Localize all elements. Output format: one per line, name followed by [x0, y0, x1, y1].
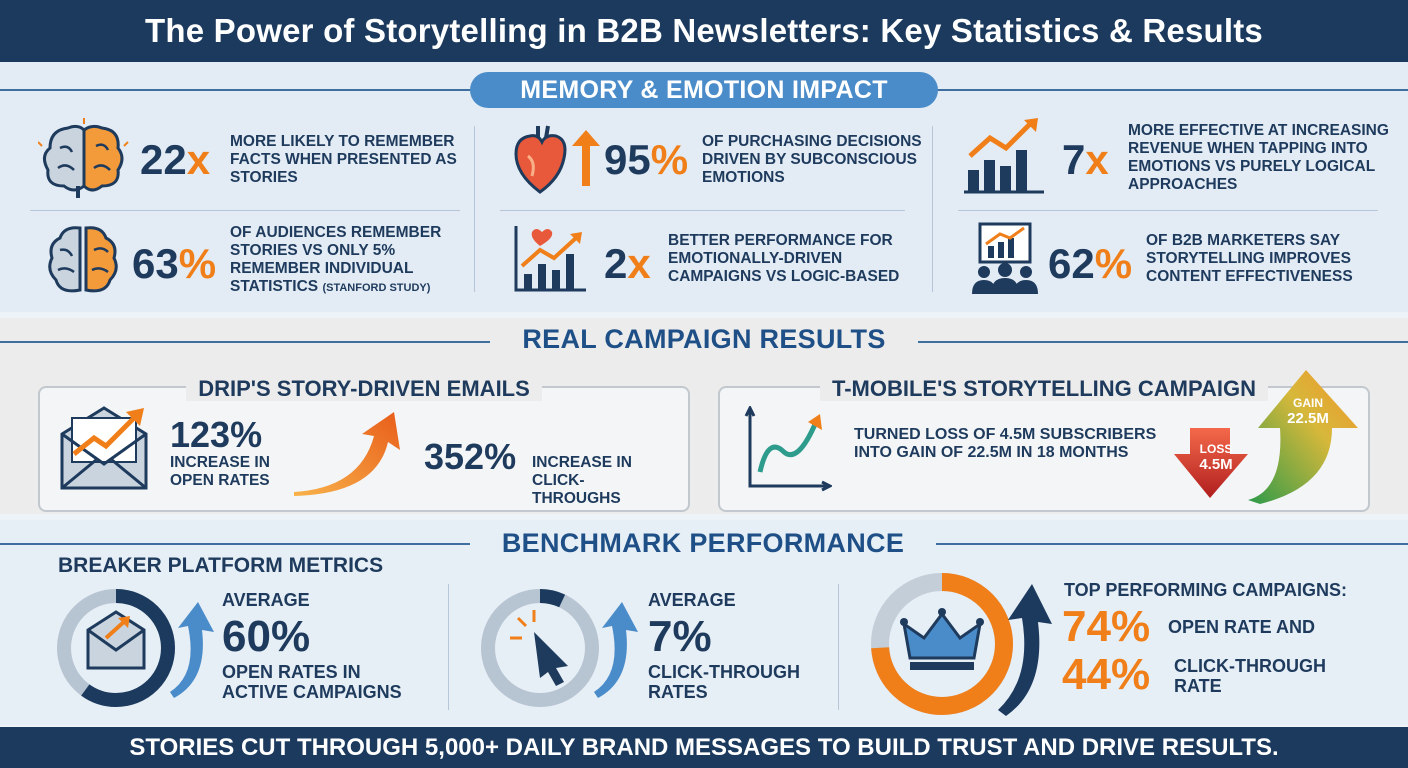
open-rate-ring [57, 589, 214, 707]
benchmark-heading: BENCHMARK PERFORMANCE [501, 528, 905, 558]
stat-unit: % [178, 240, 217, 287]
tmobile-card [718, 386, 1370, 512]
drip-open-value: 123% [170, 414, 263, 455]
drip-click-caption: INCREASE IN CLICK-THROUGHS [532, 454, 632, 507]
click-rate-caption: CLICK-THROUGH RATES [648, 662, 800, 702]
tmobile-caption: TURNED LOSS OF 4.5M SUBSCRIBERS INTO GAI… [854, 426, 1157, 461]
tmobile-title: T-MOBILE'S STORYTELLING CAMPAIGN [819, 376, 1269, 401]
section-rule [936, 543, 1408, 545]
loss-gain-arrows-icon [1174, 370, 1358, 504]
row-divider [30, 210, 460, 211]
click-rate-ring [481, 589, 638, 707]
brain-icon [38, 118, 129, 198]
open-rate-value: 60% [222, 612, 311, 661]
stat-value: 7 [1062, 136, 1086, 183]
top-campaigns-ring [871, 573, 1052, 716]
brain-halves-icon [48, 226, 118, 293]
drip-open-caption: INCREASE IN OPEN RATES [170, 454, 270, 489]
memory-heading: MEMORY & EMOTION IMPACT [470, 72, 938, 108]
click-average-label: AVERAGE [648, 590, 736, 610]
stat-caption: MORE LIKELY TO REMEMBER FACTS WHEN PRESE… [230, 133, 457, 186]
line-chart-icon [744, 406, 832, 492]
section-rule [918, 341, 1408, 343]
bar-chart-icon [964, 118, 1044, 194]
audience-icon [972, 222, 1038, 294]
stat-unit: % [650, 136, 689, 183]
stat-unit: x [186, 136, 211, 183]
open-rate-caption: OPEN RATES IN ACTIVE CAMPAIGNS [222, 662, 402, 702]
stat-value: 22 [140, 136, 187, 183]
top-open-value: 74% [1062, 602, 1151, 651]
heart-chart-icon [514, 226, 586, 292]
benchmark-section [0, 520, 1408, 725]
row-divider [958, 210, 1378, 211]
stat-caption: BETTER PERFORMANCE FOR EMOTIONALLY-DRIVE… [668, 232, 900, 285]
page-title: The Power of Storytelling in B2B Newslet… [0, 0, 1408, 62]
stat-note: (STANFORD STUDY) [322, 282, 431, 294]
top-click-value: 44% [1062, 650, 1151, 699]
column-divider [448, 584, 449, 710]
section-rule [0, 543, 470, 545]
stat-unit: % [1094, 240, 1133, 287]
stat-value: 95 [604, 136, 651, 183]
section-rule [0, 341, 490, 343]
click-rate-value: 7% [648, 612, 712, 661]
campaigns-heading: REAL CAMPAIGN RESULTS [522, 324, 886, 354]
row-divider [500, 210, 905, 211]
stat-value: 63 [132, 240, 179, 287]
drip-click-value: 352% [424, 436, 517, 477]
gain-label: GAIN [1293, 396, 1323, 410]
gain-value: 22.5M [1287, 410, 1329, 427]
column-divider [838, 584, 839, 710]
drip-title: DRIP'S STORY-DRIVEN EMAILS [186, 376, 542, 401]
stat-caption: OF B2B MARKETERS SAY STORYTELLING IMPROV… [1146, 232, 1353, 285]
open-average-label: AVERAGE [222, 590, 310, 610]
top-campaigns-title: TOP PERFORMING CAMPAIGNS: [1064, 580, 1348, 600]
loss-value: 4.5M [1199, 456, 1233, 473]
stat-unit: x [627, 240, 651, 287]
stat-value: 62 [1048, 240, 1095, 287]
column-divider [474, 126, 475, 292]
growth-arrow-icon [294, 412, 400, 496]
benchmark-subheading: BREAKER PLATFORM METRICS [58, 554, 384, 577]
heart-icon [514, 125, 600, 194]
top-open-caption: OPEN RATE AND [1168, 617, 1316, 637]
column-divider [932, 126, 933, 292]
stat-unit: x [1085, 136, 1109, 183]
stat-value: 2 [604, 240, 628, 287]
stat-caption: MORE EFFECTIVE AT INCREASING REVENUE WHE… [1128, 122, 1389, 193]
loss-label: LOSS [1199, 442, 1233, 456]
footer-banner: STORIES CUT THROUGH 5,000+ DAILY BRAND M… [0, 727, 1408, 768]
email-growth-icon [60, 406, 148, 490]
stat-caption: OF AUDIENCES REMEMBER STORIES VS ONLY 5%… [230, 224, 442, 295]
top-click-caption: CLICK-THROUGH RATE [1174, 656, 1326, 696]
stat-caption: OF PURCHASING DECISIONS DRIVEN BY SUBCON… [702, 133, 922, 186]
